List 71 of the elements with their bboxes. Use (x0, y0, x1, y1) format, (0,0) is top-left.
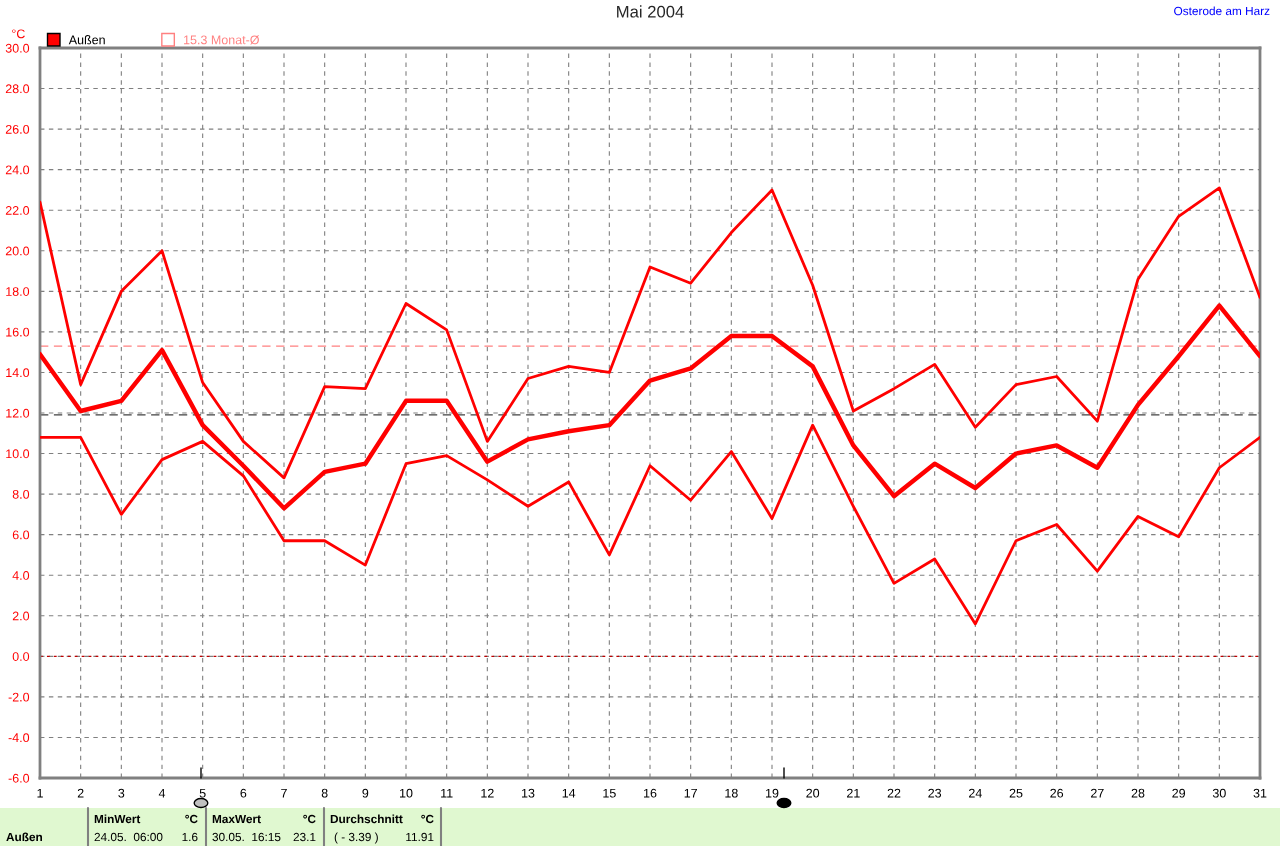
x-tick-label: 4 (158, 788, 166, 798)
x-tick-label: 20 (806, 788, 820, 798)
line-series (40, 303, 1260, 511)
text: 24.05. 06:00 (94, 832, 163, 842)
x-tick-label: 14 (562, 788, 576, 798)
x-tick-label: 22 (887, 788, 901, 798)
x-tick-label: 29 (1172, 788, 1186, 798)
y-tick-label: 18.0 (6, 287, 30, 296)
y-tick-label: 12.0 (6, 408, 30, 418)
x-tick-label: 24 (969, 788, 982, 798)
x-tick-label: 27 (1091, 788, 1104, 798)
x-tick-label: 3 (118, 788, 125, 798)
x-tick-label: 8 (321, 788, 328, 798)
y-tick-label: 0.0 (12, 652, 30, 661)
text: MinWert (94, 814, 141, 824)
text: 30.05. 16:15 (212, 832, 281, 842)
y-tick-label: 2.0 (12, 611, 30, 621)
text: MaxWert (212, 814, 261, 824)
y-tick-label: 20.0 (5, 246, 30, 256)
text: Außen (6, 832, 42, 842)
x-tick-label: 12 (481, 788, 494, 798)
y-tick-label: 6.0 (12, 530, 30, 540)
x-tick-label: 19 (766, 788, 779, 798)
legend-label: 15.3 Monat-Ø (184, 35, 260, 45)
y-tick-label: 26.0 (5, 124, 30, 134)
line-series (40, 186, 1260, 480)
x-tick-label: 6 (240, 788, 247, 798)
text: 1.6 (182, 832, 198, 842)
y-axis-title: °C (12, 29, 25, 39)
text: Osterode am Harz (1174, 6, 1270, 16)
line-series (40, 423, 1260, 626)
y-tick-label: 10.0 (6, 449, 30, 459)
y-tick-label: 14.0 (6, 368, 30, 378)
legend-label: Außen (68, 35, 105, 45)
y-tick-label: -2.0 (8, 692, 30, 702)
y-tick-label: 16.0 (6, 327, 30, 337)
x-tick-label: 16 (644, 788, 657, 798)
x-tick-label: 11 (441, 788, 453, 798)
text: °C (303, 814, 316, 824)
x-tick-label: 30 (1212, 788, 1226, 798)
x-tick-label: 18 (725, 788, 738, 798)
y-tick-label: -6.0 (8, 773, 30, 783)
y-tick-label: 30.0 (5, 43, 30, 53)
y-tick-label: 24.0 (5, 165, 30, 175)
x-tick-label: 7 (281, 788, 287, 798)
y-tick-label: -4.0 (8, 733, 30, 743)
x-tick-label: 26 (1050, 788, 1064, 798)
y-tick-label: 4.0 (12, 571, 30, 580)
y-tick-label: 22.0 (5, 206, 30, 215)
x-tick-label: 9 (362, 788, 369, 798)
y-tick-label: 28.0 (5, 84, 30, 94)
chart-title: Mai 2004 (617, 5, 684, 18)
x-tick-label: 28 (1131, 788, 1145, 798)
x-tick-label: 1 (37, 788, 43, 798)
x-tick-label: 15 (603, 788, 616, 798)
text: 23.1 (293, 832, 316, 842)
x-tick-label: 2 (77, 788, 84, 798)
text: °C (421, 814, 434, 824)
x-tick-label: 31 (1253, 788, 1267, 798)
x-tick-label: 10 (400, 788, 413, 798)
x-tick-label: 23 (928, 788, 942, 798)
text: °C (185, 814, 198, 824)
x-tick-label: 13 (522, 788, 535, 798)
y-tick-label: 8.0 (12, 489, 30, 499)
text: Durchschnitt (330, 814, 403, 824)
x-tick-label: 25 (1009, 788, 1023, 798)
text: 11.91 (406, 832, 434, 842)
x-tick-label: 21 (847, 788, 860, 798)
x-tick-label: 5 (199, 788, 206, 798)
x-tick-label: 17 (684, 788, 697, 798)
text: ( - 3.39 ) (334, 832, 378, 844)
